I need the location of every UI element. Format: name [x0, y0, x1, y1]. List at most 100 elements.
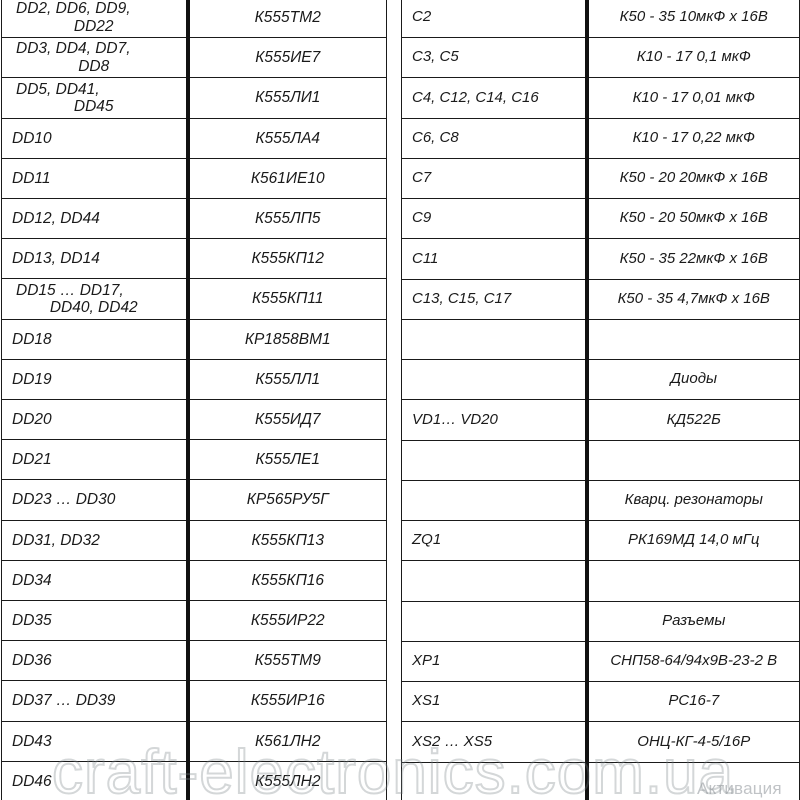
designator-cell: DD15 … DD17, DD40, DD42 — [1, 278, 190, 320]
designator-cell: DD18 — [1, 319, 190, 360]
designator-cell: DD46 — [1, 761, 190, 800]
designator-cell: DD5, DD41, DD45 — [1, 77, 190, 119]
part-value-cell: К50 - 35 10мкФ х 16В — [586, 0, 800, 38]
part-number-cell: К555КП13 — [187, 520, 387, 561]
section-header-row: Кварц. резонаторы — [401, 480, 800, 521]
empty-cell — [401, 440, 589, 481]
table-row: C9 К50 - 20 50мкФ х 16В — [401, 198, 800, 239]
designator-cell: DD12, DD44 — [1, 198, 190, 239]
designator-cell: DD35 — [1, 600, 190, 641]
table-row: DD10 К555ЛА4 — [1, 118, 387, 159]
section-header-row: Разъемы — [401, 601, 800, 642]
section-header-row: Диоды — [401, 359, 800, 400]
table-row: DD11 К561ИЕ10 — [1, 158, 387, 199]
table-row: DD15 … DD17, DD40, DD42 К555КП11 — [1, 278, 387, 320]
designator-cell: DD31, DD32 — [1, 520, 190, 561]
section-title-cell: Диоды — [586, 359, 800, 400]
empty-cell — [401, 762, 589, 800]
part-number-cell: К555ЛИ1 — [187, 77, 387, 119]
part-number-cell: К555ИД7 — [187, 399, 387, 440]
part-number-cell: К555ЛП5 — [187, 198, 387, 239]
part-number-cell: К555ТМ2 — [187, 0, 387, 38]
designator-cell: DD19 — [1, 359, 190, 400]
designator-line-2: DD40, DD42 — [49, 299, 138, 316]
designator-cell: DD43 — [1, 721, 190, 762]
part-number-cell: К555ЛА4 — [187, 118, 387, 159]
part-value-cell: РК169МД 14,0 мГц — [586, 520, 800, 561]
table-row: C13, C15, C17 К50 - 35 4,7мкФ х 16В — [401, 279, 800, 320]
part-value-cell: К10 - 17 0,22 мкФ — [586, 118, 800, 159]
table-right-body: C2 К50 - 35 10мкФ х 16В C3, C5 К10 - 17 0,1… — [401, 0, 800, 800]
part-number-cell: К561ЛН2 — [187, 721, 387, 762]
part-value-cell: К50 - 35 4,7мкФ х 16В — [586, 279, 800, 320]
designator-cell: DD10 — [1, 118, 190, 159]
table-row: C11 К50 - 35 22мкФ х 16В — [401, 238, 800, 280]
table-row: C2 К50 - 35 10мкФ х 16В — [401, 0, 800, 38]
table-row — [401, 560, 800, 602]
part-number-cell: КР1858ВМ1 — [187, 319, 387, 360]
table-row: C7 К50 - 20 20мкФ х 16В — [401, 158, 800, 199]
designator-cell: XS2 … XS5 — [401, 721, 589, 763]
part-number-cell: К555ИР22 — [187, 600, 387, 641]
part-value-cell: КД522Б — [586, 399, 800, 441]
table-row: VD1… VD20 КД522Б — [401, 399, 800, 441]
part-value-cell: К50 - 20 20мкФ х 16В — [586, 158, 800, 199]
table-row: DD43 К561ЛН2 — [1, 721, 387, 762]
table-row: ZQ1 РК169МД 14,0 мГц — [401, 520, 800, 561]
part-value-cell: СНП58-64/94х9В-23-2 В — [586, 641, 800, 682]
part-number-cell: К555КП11 — [187, 278, 387, 320]
table-row: DD19 К555ЛЛ1 — [1, 359, 387, 400]
table-row: DD21 К555ЛЕ1 — [1, 439, 387, 480]
designator-line-2: DD45 — [73, 98, 114, 115]
empty-cell — [401, 560, 589, 602]
designator-cell: DD21 — [1, 439, 190, 480]
designator-cell: VD1… VD20 — [401, 399, 589, 441]
empty-cell — [401, 480, 589, 521]
designator-cell: C2 — [401, 0, 589, 38]
empty-cell — [586, 762, 800, 800]
designator-line-2: DD22 — [73, 17, 114, 35]
part-value-cell: К50 - 35 22мкФ х 16В — [586, 238, 800, 280]
part-value-cell: К10 - 17 0,1 мкФ — [586, 37, 800, 78]
table-row: C4, C12, C14, C16 К10 - 17 0,01 мкФ — [401, 77, 800, 119]
designator-cell: XS1 — [401, 681, 589, 722]
table-row: DD18 КР1858ВМ1 — [1, 319, 387, 360]
table-row: DD20 К555ИД7 — [1, 399, 387, 440]
table-row: DD12, DD44 К555ЛП5 — [1, 198, 387, 239]
table-row: DD31, DD32 К555КП13 — [1, 520, 387, 561]
table-row: XS2 … XS5 ОНЦ-КГ-4-5/16Р — [401, 721, 800, 763]
designator-cell: DD11 — [1, 158, 190, 199]
part-number-cell: К561ИЕ10 — [187, 158, 387, 199]
table-row: DD34 К555КП16 — [1, 560, 387, 601]
table-row: DD3, DD4, DD7, DD8 К555ИЕ7 — [1, 37, 387, 78]
designator-cell: C4, C12, C14, C16 — [401, 77, 589, 119]
designator-cell: C7 — [401, 158, 589, 199]
part-value-cell: К50 - 20 50мкФ х 16В — [586, 198, 800, 239]
designator-cell: DD36 — [1, 640, 190, 681]
part-number-cell: К555КП12 — [187, 238, 387, 279]
designator-cell: DD2, DD6, DD9, DD22 — [1, 0, 190, 38]
empty-cell — [401, 601, 589, 642]
designator-cell: DD34 — [1, 560, 190, 601]
integrated-circuits-table: DD2, DD6, DD9, DD22 К555ТМ2 DD3, DD4, DD7, D… — [1, 0, 387, 800]
empty-cell — [401, 319, 589, 360]
designator-cell: C9 — [401, 198, 589, 239]
table-row: DD13, DD14 К555КП12 — [1, 238, 387, 279]
table-row — [401, 319, 800, 360]
table-row: DD37 … DD39 К555ИР16 — [1, 680, 387, 722]
designator-cell: C3, C5 — [401, 37, 589, 78]
part-value-cell: ОНЦ-КГ-4-5/16Р — [586, 721, 800, 763]
table-left-body: DD2, DD6, DD9, DD22 К555ТМ2 DD3, DD4, DD7, D… — [1, 0, 387, 800]
table-row: DD35 К555ИР22 — [1, 600, 387, 641]
table-row: DD2, DD6, DD9, DD22 К555ТМ2 — [1, 0, 387, 38]
part-number-cell: К555ЛН2 — [187, 761, 387, 800]
table-row: DD5, DD41, DD45 К555ЛИ1 — [1, 77, 387, 119]
designator-cell: XP1 — [401, 641, 589, 682]
empty-cell — [401, 359, 589, 400]
table-row: XP1 СНП58-64/94х9В-23-2 В — [401, 641, 800, 682]
designator-cell: ZQ1 — [401, 520, 589, 561]
designator-line-1: DD15 … DD17, — [16, 281, 124, 299]
designator-cell: C6, C8 — [401, 118, 589, 159]
table-row: C6, C8 К10 - 17 0,22 мкФ — [401, 118, 800, 159]
part-number-cell: К555ЛЕ1 — [187, 439, 387, 480]
